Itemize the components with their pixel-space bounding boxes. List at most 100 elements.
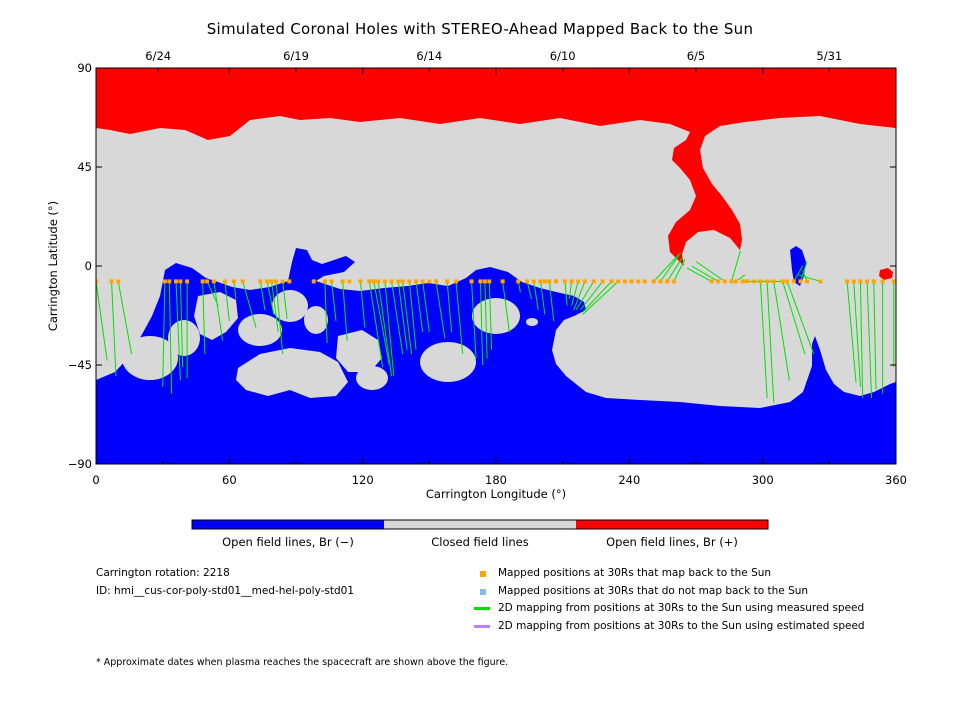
mapping-line <box>773 281 790 381</box>
mapped-point <box>845 279 850 284</box>
x-tick-label: 60 <box>222 473 237 487</box>
mapping-line <box>691 265 719 282</box>
chart-title: Simulated Coronal Holes with STEREO-Ahea… <box>206 20 754 38</box>
mapped-point <box>400 279 405 284</box>
mapped-point <box>576 279 581 284</box>
mapping-line <box>660 252 681 282</box>
mapped-point <box>651 279 656 284</box>
mapping-line <box>271 281 279 333</box>
mapping-line <box>415 281 424 333</box>
mapped-point <box>629 279 634 284</box>
mapping-line <box>564 281 568 306</box>
mapping-line <box>435 281 446 339</box>
mapping-line <box>568 281 573 300</box>
top-date-label: 6/24 <box>145 49 171 63</box>
mapped-point <box>205 279 210 284</box>
mapped-point <box>258 279 263 284</box>
mapped-point <box>525 279 530 284</box>
mapped-point <box>636 279 641 284</box>
mapped-point <box>722 279 727 284</box>
mapped-point <box>376 279 381 284</box>
mapping-line <box>368 281 384 368</box>
top-date-label: 6/10 <box>550 49 576 63</box>
mapped-point <box>734 279 738 284</box>
mapped-point <box>609 279 614 284</box>
mapping-line <box>653 254 679 282</box>
positive-open-region-small <box>879 268 893 280</box>
mapped-point <box>178 279 183 284</box>
mapping-line <box>866 281 873 399</box>
mapped-point <box>420 279 425 284</box>
mapped-point <box>622 279 627 284</box>
y-tick-label: −90 <box>68 457 92 471</box>
mapping-line <box>686 267 712 282</box>
mapped-point <box>287 279 292 284</box>
mapping-line <box>759 281 768 399</box>
mapped-point <box>851 279 856 284</box>
mapped-point <box>562 279 567 284</box>
mapped-point <box>109 279 114 284</box>
mapping-line <box>853 281 861 388</box>
x-tick-label: 360 <box>885 473 907 487</box>
x-tick-label: 300 <box>752 473 774 487</box>
mapped-point <box>785 279 790 284</box>
colorbar-negative-segment <box>192 520 384 529</box>
mapping-line <box>275 281 284 355</box>
mapping-line <box>259 281 266 311</box>
mapping-line <box>117 281 133 355</box>
mapping-line <box>582 281 619 315</box>
top-date-label: 5/31 <box>816 49 842 63</box>
mapping-line <box>526 281 533 300</box>
mapping-line <box>324 281 328 344</box>
mapped-point <box>642 279 647 284</box>
mapped-point <box>454 279 458 284</box>
top-date-label: 6/5 <box>687 49 706 63</box>
mapping-line <box>111 281 117 377</box>
mapped-point <box>805 279 810 284</box>
mapped-point <box>269 279 274 284</box>
mapped-point <box>547 279 552 284</box>
coronal-hole-map <box>96 68 896 464</box>
mapped-point <box>538 279 543 284</box>
mapped-point <box>445 279 450 284</box>
mapped-point <box>531 279 536 284</box>
y-axis-label: Carrington Latitude (°) <box>46 201 60 331</box>
mapped-point <box>765 279 770 284</box>
colorbar-label-negative: Open field lines, Br (−) <box>222 535 354 549</box>
mapped-point <box>371 279 376 284</box>
top-date-label: 6/19 <box>283 49 309 63</box>
mapped-point <box>389 279 394 284</box>
mapping-line <box>582 281 612 313</box>
mapped-point <box>414 279 418 284</box>
mapped-point <box>469 279 474 284</box>
top-date-label: 6/14 <box>416 49 442 63</box>
mapped-point <box>500 279 505 284</box>
mapped-point <box>871 279 876 284</box>
mapping-line <box>580 281 604 311</box>
mapping-line <box>233 281 237 300</box>
mapping-line <box>782 281 806 355</box>
purple-line-icon <box>474 625 490 628</box>
north-positive-open-region <box>96 68 896 266</box>
mapping-line <box>548 281 555 322</box>
mapping-line <box>373 281 390 366</box>
mapping-line <box>488 281 493 350</box>
mapped-point <box>174 279 178 284</box>
mapping-line <box>162 281 166 388</box>
mapping-line <box>793 265 804 282</box>
mapping-line <box>179 281 184 368</box>
mapped-point <box>185 279 190 284</box>
mapped-point <box>329 279 334 284</box>
mapping-line <box>533 281 539 311</box>
mapping-line <box>695 261 726 282</box>
mapping-line <box>799 261 808 282</box>
x-tick-label: 240 <box>618 473 640 487</box>
colorbar <box>191 519 769 530</box>
mapped-point <box>516 279 521 284</box>
mapped-point <box>858 279 863 284</box>
mapped-point <box>745 279 750 284</box>
mapped-positions <box>96 279 896 284</box>
mapped-point <box>211 279 216 284</box>
mapped-point <box>382 279 387 284</box>
